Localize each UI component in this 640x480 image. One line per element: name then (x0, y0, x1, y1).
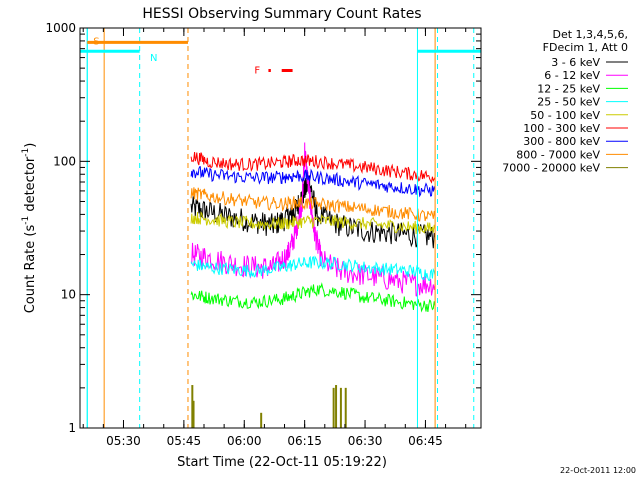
legend-header-1: FDecim 1, Att 0 (543, 41, 628, 54)
x-axis-title: Start Time (22-Oct-11 05:19:22) (177, 455, 387, 470)
timestamp: 22-Oct-2011 12:00 (560, 466, 636, 475)
x-axis: 05:30 05:45 06:00 06:15 06:30 06:45 (82, 28, 467, 448)
x-tick-label-06-15: 06:15 (287, 434, 322, 448)
legend-label-300-800-kev: 300 - 800 keV (523, 135, 600, 148)
series-line-800-7000-kev (190, 187, 436, 222)
series-line-100-300-kev (190, 152, 436, 184)
x-tick-label-06-00: 06:00 (227, 434, 262, 448)
chart-title: HESSI Observing Summary Count Rates (142, 6, 421, 22)
legend-label-7000-20000-kev: 7000 - 20000 keV (502, 162, 600, 175)
x-tick-label-06-45: 06:45 (408, 434, 443, 448)
series-line-25-50-kev (190, 255, 436, 281)
legend-label-25-50-kev: 25 - 50 keV (537, 96, 600, 109)
series-line-6-12-kev (190, 142, 436, 297)
series-line-12-25-kev (190, 282, 436, 313)
plot-frame (79, 27, 482, 429)
y-tick-label-100: 100 (53, 154, 76, 168)
legend-header-0: Det 1,3,4,5,6, (552, 28, 628, 41)
legend-label-800-7000-kev: 800 - 7000 keV (516, 148, 600, 161)
flag-label-n: N (150, 53, 157, 64)
x-tick-label-05-45: 05:45 (167, 434, 202, 448)
y-axis-title: Count Rate (s-1 detector-1) (21, 143, 38, 314)
series-line-50-100-kev (190, 211, 436, 235)
flare-label: F (254, 66, 260, 77)
y-tick-label-1000: 1000 (45, 21, 76, 35)
x-tick-label-05-30: 05:30 (106, 434, 141, 448)
plot-overlays: S N F (80, 28, 481, 428)
series-line-300-800-kev (190, 166, 436, 198)
legend-label-50-100-kev: 50 - 100 keV (530, 109, 600, 122)
series-line-3-6-kev (190, 175, 436, 249)
x-tick-label-06-30: 06:30 (348, 434, 383, 448)
plot-lines (190, 142, 436, 313)
legend-label-12-25-kev: 12 - 25 keV (537, 82, 600, 95)
y-axis: 1 10 100 1000 (45, 21, 481, 435)
legend-label-100-300-kev: 100 - 300 keV (523, 122, 600, 135)
flag-label-s: S (93, 36, 99, 47)
legend: Det 1,3,4,5,6,FDecim 1, Att 0 3 - 6 keV6 … (502, 28, 628, 175)
y-tick-label-10: 10 (61, 288, 76, 302)
y-tick-label-1: 1 (68, 421, 76, 435)
legend-label-6-12-kev: 6 - 12 keV (544, 69, 600, 82)
legend-label-3-6-kev: 3 - 6 keV (551, 56, 600, 69)
